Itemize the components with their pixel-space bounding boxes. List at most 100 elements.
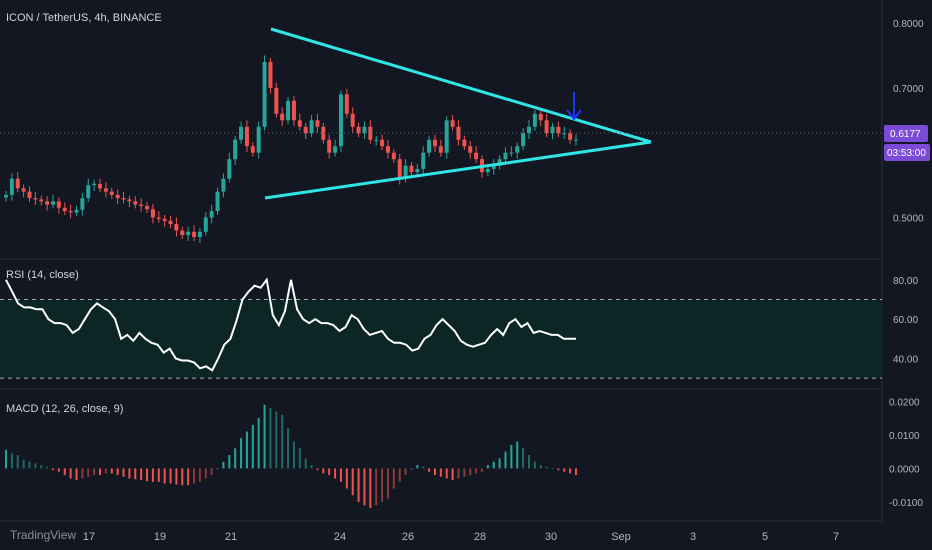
rsi-line[interactable] [5,277,576,372]
time-tick-label: 3 [690,531,696,543]
candle-body [74,209,79,213]
macd-bar [222,461,225,469]
candle-body [450,120,455,127]
down-arrow-annotation[interactable] [566,92,582,121]
macd-bar [46,466,49,469]
candle-body [209,211,214,218]
macd-bar [140,468,143,481]
candle-body [233,139,238,160]
candle-body [15,178,20,189]
macd-bar [99,468,102,476]
macd-bar [304,458,307,469]
candle-body [244,126,249,147]
candle-body [203,217,208,232]
macd-bar [40,465,43,469]
macd-bar [469,468,472,476]
candle-body [315,120,320,127]
candle-body [485,168,490,173]
macd-bar [163,468,166,484]
candle-body [415,168,420,173]
candle-body [562,133,567,135]
macd-bar [104,468,107,474]
candle-body [550,126,555,134]
macd-bar [251,424,254,469]
macd-bar [263,404,266,469]
macd-bar [322,468,325,474]
macd-title[interactable]: MACD (12, 26, close, 9) [6,403,123,415]
lower-trendline[interactable] [264,140,652,200]
watermark: TradingView [10,528,77,542]
macd-bar [463,468,466,477]
candle-body [462,139,467,147]
candle-body [556,126,561,134]
candle-body [174,224,179,231]
macd-bar [157,468,160,482]
candle-body [362,126,367,134]
candle-body [456,126,461,140]
macd-bar [480,468,483,472]
candle-body [186,231,191,236]
candle-body [338,94,343,147]
macd-bar [428,468,431,472]
rsi-axis-ticks: 80.00 60.00 40.00 [893,276,918,366]
candle-body [27,191,32,199]
macd-bar [410,468,413,470]
candle-body [280,113,285,121]
candle-body [574,139,578,141]
macd-bar [527,455,530,469]
candle-body [156,217,161,219]
macd-bar [257,418,260,469]
macd-bar [445,468,448,479]
macd-bar [551,468,554,470]
time-tick-label: 28 [474,531,486,543]
candle-body [115,194,120,199]
macd-bar [575,468,577,476]
symbol-title[interactable]: ICON / TetherUS, 4h, BINANCE [6,12,162,24]
price-tick-label: 0.7000 [893,84,924,95]
rsi-tick-label: 40.00 [893,355,918,366]
macd-bar [539,465,542,469]
macd-bar [269,408,272,469]
candle-body [444,120,449,153]
macd-axis-ticks: 0.0200 0.0100 0.0000 -0.0100 [889,397,923,509]
candle-body [262,61,267,127]
macd-bar [240,438,243,469]
time-tick-label: Sep [611,531,631,543]
candle-body [356,126,361,134]
candle-body [21,188,26,192]
macd-bar [275,411,278,469]
macd-bar [34,463,37,469]
candle-body [162,218,167,221]
candle-body [227,159,232,179]
candle-body [421,152,426,169]
candle-body [397,159,402,179]
macd-bar [357,468,360,502]
candle-body [180,230,185,236]
time-tick-label: 17 [83,531,95,543]
candle-body [86,185,91,199]
candle-body [321,126,326,140]
macd-bar [134,468,137,480]
macd-tick-label: 0.0100 [889,431,920,442]
macd-bar [281,414,284,469]
candle-body [62,207,67,212]
candle-body [256,126,261,153]
upper-trendline[interactable] [270,27,652,144]
triangle-trendlines[interactable] [264,27,652,200]
macd-bar [93,468,96,476]
candle-body [409,165,414,173]
candle-body [497,159,502,166]
candlestick-series[interactable] [4,55,578,243]
rsi-title[interactable]: RSI (14, close) [6,269,79,281]
macd-bar [504,451,507,469]
macd-bar [75,468,78,481]
macd-histogram[interactable] [5,404,577,508]
candle-body [327,139,332,153]
candle-body [303,126,308,134]
macd-bar [522,448,525,469]
candle-body [385,146,390,153]
candle-body [51,201,56,205]
candle-body [250,146,255,153]
